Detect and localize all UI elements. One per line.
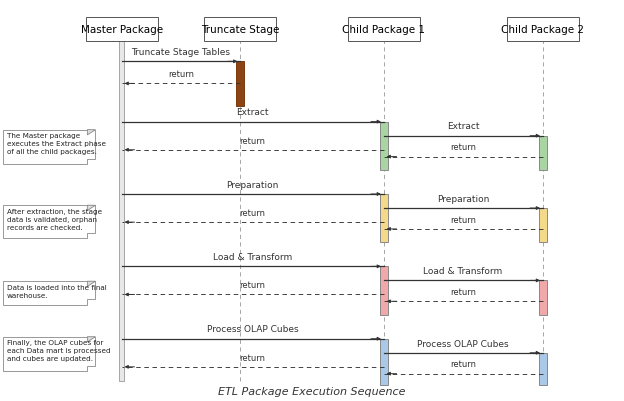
Text: ETL Package Execution Sequence: ETL Package Execution Sequence [218,386,406,396]
Text: Data is loaded into the final
warehouse.: Data is loaded into the final warehouse. [7,284,107,298]
Bar [119,42,124,381]
Bar [539,136,547,170]
Text: Preparation: Preparation [227,180,279,189]
Text: Process OLAP Cubes: Process OLAP Cubes [417,339,509,348]
Text: Preparation: Preparation [437,194,489,203]
Text: Truncate Stage: Truncate Stage [201,25,280,35]
Bar [379,339,388,385]
Polygon shape [87,282,95,287]
Bar [348,18,419,42]
Text: Extract: Extract [236,108,269,117]
Text: After extraction, the stage
data is validated, orphan
records are checked.: After extraction, the stage data is vali… [7,209,102,230]
Bar [507,18,579,42]
Polygon shape [3,337,95,371]
Bar [539,209,547,243]
Polygon shape [3,206,95,239]
Text: return: return [240,136,266,145]
Text: return: return [168,70,194,79]
Polygon shape [87,130,95,136]
Bar [539,353,547,385]
Polygon shape [3,282,95,305]
Text: return: return [240,281,266,290]
Polygon shape [87,337,95,342]
Bar [236,62,244,106]
Text: Extract: Extract [447,122,479,131]
Polygon shape [3,130,95,164]
Text: return: return [240,209,266,217]
Text: return: return [240,353,266,362]
Text: Truncate Stage Tables: Truncate Stage Tables [132,48,230,57]
Text: Load & Transform: Load & Transform [213,253,293,261]
Text: Child Package 1: Child Package 1 [342,25,426,35]
Bar [86,18,157,42]
Text: The Master package
executes the Extract phase
of all the child packages.: The Master package executes the Extract … [7,133,106,154]
Text: Process OLAP Cubes: Process OLAP Cubes [207,325,298,334]
Bar [539,281,547,315]
Text: return: return [450,360,476,369]
Text: return: return [450,143,476,152]
Polygon shape [87,206,95,211]
Bar [379,194,388,243]
Text: Load & Transform: Load & Transform [423,267,503,275]
Text: Child Package 2: Child Package 2 [501,25,585,35]
Text: return: return [450,288,476,296]
Bar [379,267,388,315]
Bar [379,122,388,170]
Text: Finally, the OLAP cubes for
each Data mart is processed
and cubes are updated.: Finally, the OLAP cubes for each Data ma… [7,340,110,361]
Bar [205,18,276,42]
Text: Master Package: Master Package [80,25,163,35]
Text: return: return [450,215,476,224]
